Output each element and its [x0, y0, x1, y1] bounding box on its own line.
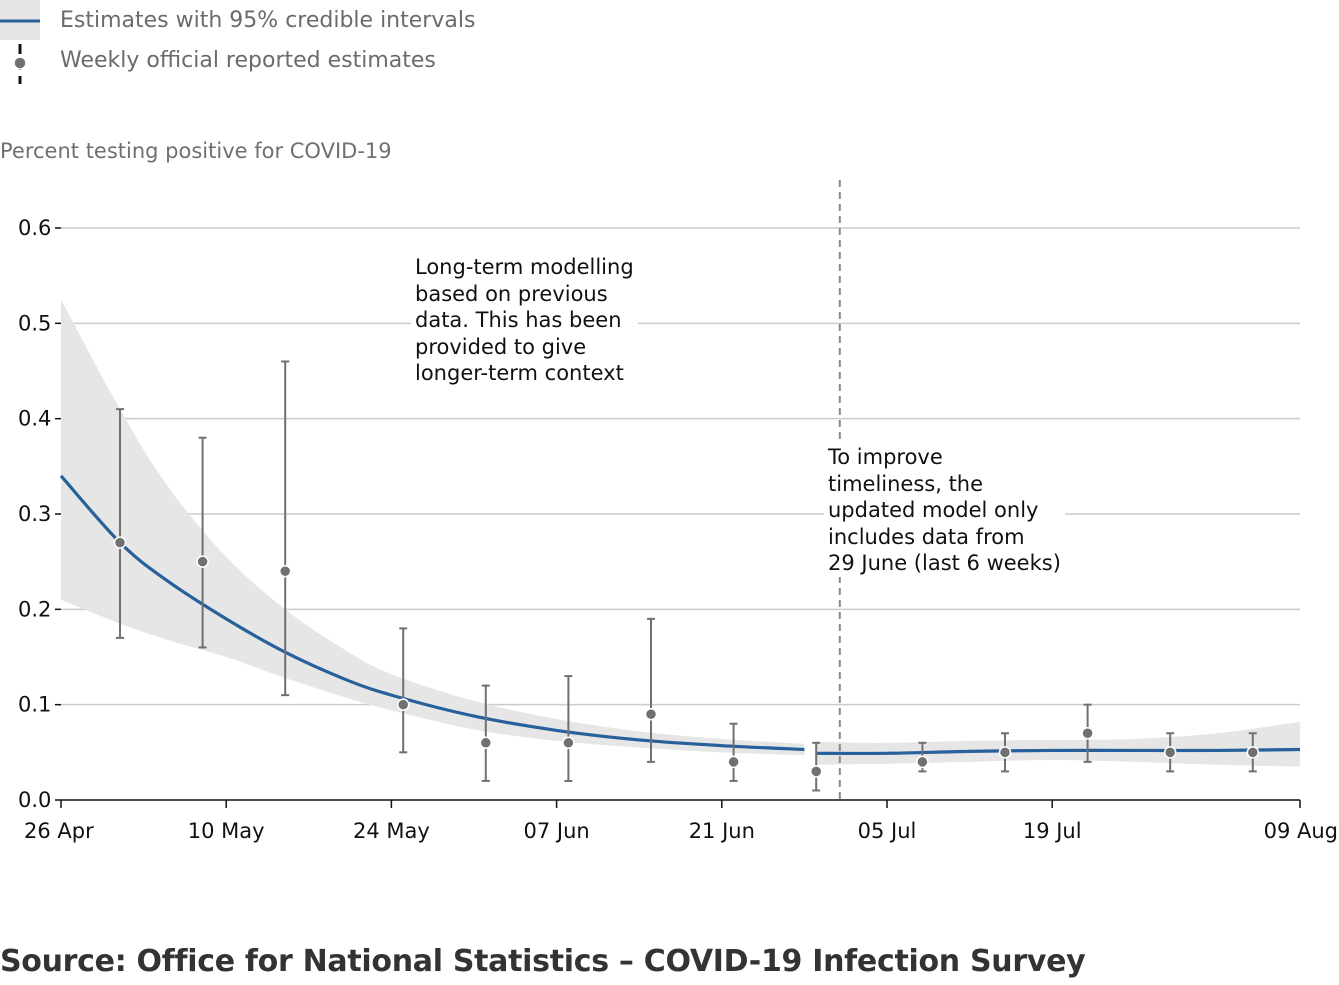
legend-item-estimates: Estimates with 95% credible intervals: [0, 0, 600, 40]
reported-point-marker: [1163, 746, 1177, 759]
x-tick-label: 09 Aug: [1264, 819, 1338, 843]
y-tick-label: 0.0: [18, 788, 51, 812]
reported-point: [278, 360, 292, 697]
credible-interval-bands: [61, 299, 1300, 767]
x-tick-label: 10 May: [188, 819, 265, 843]
reported-point-marker: [809, 765, 823, 778]
y-tick-label: 0.4: [18, 407, 51, 431]
x-tick-label: 21 Jun: [689, 819, 755, 843]
x-tick-label: 24 May: [353, 819, 430, 843]
annotation-long-term-line: Long-term modelling: [415, 255, 634, 279]
reported-point: [916, 741, 929, 773]
x-tick-label: 07 Jun: [523, 819, 589, 843]
reported-point: [727, 722, 740, 782]
annotation-long-term-line: provided to give: [415, 334, 587, 359]
legend-label-estimates: Estimates with 95% credible intervals: [60, 8, 476, 33]
x-tick-label: 19 Jul: [1023, 819, 1082, 843]
reported-point-marker: [998, 746, 1012, 759]
credible-band-updated: [816, 721, 1300, 767]
source-note: Source: Office for National Statistics –…: [0, 944, 1086, 979]
y-tick-label: 0.2: [18, 597, 51, 621]
annotation-long-term: Long-term modelling based on previous data…: [411, 254, 638, 387]
annotation-timeliness-line: To improve: [828, 445, 943, 469]
legend-label-reported: Weekly official reported estimates: [60, 48, 436, 73]
legend-item-reported: Weekly official reported estimates: [0, 44, 600, 84]
reported-point-marker: [562, 736, 575, 750]
reported-point-marker: [196, 555, 209, 568]
reported-point-marker: [1081, 727, 1094, 740]
estimate-line-updated: [816, 747, 1301, 756]
reported-point-marker: [278, 564, 292, 578]
annotation-timeliness-line: includes data from: [828, 524, 1025, 549]
reported-point-marker: [727, 755, 740, 769]
annotation-timeliness-line: timeliness, the: [828, 471, 984, 496]
x-tick-label: 26 Apr: [24, 819, 94, 843]
reported-point-marker: [479, 736, 493, 750]
legend: Estimates with 95% credible intervals We…: [0, 0, 600, 90]
reported-point-marker: [113, 536, 127, 549]
annotation-long-term-line: data. This has been: [415, 308, 622, 332]
estimates-swatch-icon: [0, 0, 40, 40]
annotation-timeliness: To improve timeliness, the updated model o…: [824, 444, 1065, 577]
reported-point: [562, 675, 575, 782]
reported-point: [1081, 703, 1094, 763]
annotation-timeliness-line: updated model only: [828, 498, 1039, 522]
reported-point: [196, 436, 209, 649]
reported-point-marker: [1246, 746, 1260, 759]
reported-point: [644, 617, 658, 763]
reported-point-marker: [396, 698, 410, 711]
axes: 0.0 0.1 0.2 0.3 0.4 0.5 0.6 26 Apr 10 May 24 May 0…: [18, 216, 1338, 843]
x-tick-label: 05 Jul: [858, 819, 917, 843]
reported-point-marker: [916, 755, 929, 769]
y-axis-title: Percent testing positive for COVID-19: [0, 139, 392, 163]
reported-point: [479, 684, 493, 782]
reported-point: [113, 408, 127, 639]
annotation-long-term-line: based on previous: [415, 281, 608, 306]
reported-point: [396, 627, 410, 754]
reported-swatch-icon: [13, 44, 27, 84]
annotation-long-term-line: longer-term context: [415, 361, 624, 385]
reported-point: [1246, 732, 1260, 773]
reported-point: [998, 732, 1012, 773]
annotation-timeliness-line: 29 June (last 6 weeks): [828, 551, 1061, 575]
reported-point-marker: [644, 707, 658, 721]
y-tick-label: 0.1: [18, 693, 51, 717]
reported-point: [1163, 732, 1177, 773]
y-tick-label: 0.6: [18, 216, 51, 240]
estimate-lines: [59, 474, 1301, 756]
y-tick-label: 0.5: [18, 311, 51, 335]
reported-point: [809, 741, 823, 792]
y-tick-label: 0.3: [18, 502, 51, 526]
credible-band-long-term: [61, 299, 805, 756]
estimate-line-long-term: [59, 474, 805, 752]
reported-estimates: [113, 360, 1260, 792]
